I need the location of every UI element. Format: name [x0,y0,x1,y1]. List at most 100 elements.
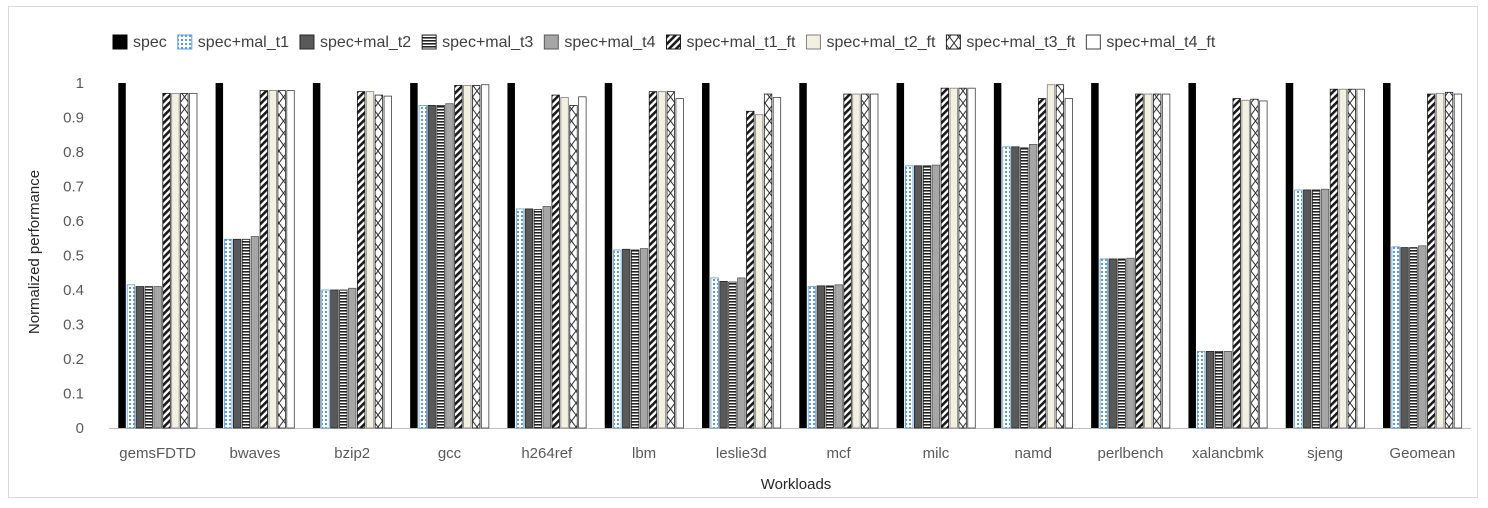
bar-spec+mal_t4-h264ref [542,206,551,429]
bar-spec+mal_t3-perlbench [1117,258,1126,429]
bar-spec+mal_t4_ft-namd [1064,98,1073,429]
x-tick-label: sjeng [1307,445,1343,462]
bar-spec+mal_t2-gemsFDTD [135,286,144,429]
x-tick-label: h264ref [521,445,573,462]
bar-spec+mal_t4-mcf [834,284,843,429]
bar-spec+mal_t3-bzip2 [339,289,348,429]
bar-spec-mcf [799,83,807,428]
bar-spec+mal_t3_ft-gemsFDTD [180,92,189,429]
bar-spec+mal_t4_ft-gemsFDTD [189,92,198,429]
y-axis: 0 0.1 0.2 0.3 0.4 0.5 0.6 0.7 0.8 0.9 1 [63,75,1471,437]
bar-spec+mal_t1_ft-milc [940,87,949,429]
bar-spec+mal_t2-perlbench [1108,258,1117,429]
x-tick-label: milc [923,445,950,462]
bar-spec-milc [896,83,905,428]
bar-spec+mal_t1_ft-bzip2 [356,91,366,429]
bar-spec-gemsFDTD [118,83,126,428]
x-tick-label: bwaves [229,445,280,462]
bar-spec+mal_t2_ft-lbm [657,91,667,429]
bar-spec+mal_t3-bwaves [241,238,251,429]
bar-spec+mal_t2_ft-leslie3d [755,114,764,429]
bar-spec+mal_t2_ft-h264ref [560,97,569,429]
bar-spec-bzip2 [312,83,321,428]
bar-spec+mal_t3_ft-milc [958,87,967,429]
bar-spec+mal_t4-lbm [639,248,649,429]
bar-spec+mal_t3-mcf [825,285,834,429]
bar-spec+mal_t1_ft-lbm [648,91,658,429]
bar-spec+mal_t3_ft-leslie3d [763,93,773,429]
y-tick-label: 0.3 [63,317,84,334]
bar-spec+mal_t3-milc [922,165,932,429]
bar-spec+mal_t2-bzip2 [330,289,339,429]
bar-spec+mal_t2-leslie3d [719,280,728,429]
bar-spec+mal_t4-Geomean [1418,245,1427,429]
bar-spec-bwaves [215,83,224,428]
x-tick-label: namd [1014,445,1052,462]
bar-chart: spec spec+mal_t1 spec+mal_t2 spec+mal_t3 spe… [26,34,1471,493]
bar-spec+mal_t3_ft-perlbench [1153,93,1162,429]
bars [118,83,1463,429]
bar-spec+mal_t4_ft-Geomean [1453,93,1463,429]
bar-spec+mal_t1_ft-bwaves [259,90,268,429]
bar-spec+mal_t1_ft-xalancbmk [1232,98,1241,429]
bar-spec+mal_t4_ft-xalancbmk [1259,100,1268,429]
bar-spec+mal_t3-lbm [631,249,640,429]
chart-frame: spec spec+mal_t1 spec+mal_t2 spec+mal_t3 spe… [8,6,1478,498]
y-tick-label: 0.7 [63,179,84,196]
legend-swatch-spec [112,34,128,50]
legend-swatch-spec+mal_t3_ft [945,34,961,50]
bar-spec+mal_t1_ft-gemsFDTD [162,92,171,429]
bar-spec+mal_t1-perlbench [1099,258,1108,429]
bar-spec+mal_t4_ft-gcc [480,84,490,429]
bar-spec+mal_t3_ft-xalancbmk [1250,98,1259,429]
bar-spec+mal_t1-gcc [418,105,427,429]
bar-spec+mal_t1_ft-leslie3d [746,110,755,429]
bar-spec+mal_t2-lbm [622,248,631,429]
bar-spec+mal_t3-xalancbmk [1214,351,1224,429]
y-tick-label: 0.9 [63,110,84,127]
bar-spec+mal_t1-mcf [807,286,817,429]
bar-spec+mal_t3_ft-h264ref [569,105,578,429]
bar-spec-gcc [410,83,418,428]
bar-spec-perlbench [1091,83,1099,428]
bar-spec+mal_t1_ft-Geomean [1427,93,1436,429]
bar-spec+mal_t2-h264ref [524,208,534,429]
bar-spec+mal_t1_ft-gcc [454,85,463,429]
bar-spec+mal_t4_ft-bzip2 [383,95,392,429]
bar-spec+mal_t4-sjeng [1320,188,1330,429]
bar-spec+mal_t4_ft-leslie3d [772,97,782,429]
bar-spec+mal_t2_ft-milc [949,87,958,429]
x-tick-label: mcf [827,445,852,462]
bar-spec-Geomean [1383,83,1391,428]
legend-label: spec+mal_t4_ft [1106,34,1216,51]
x-axis: gemsFDTD bwaves bzip2 gcc h264ref lbm leslie3d… [119,445,1455,462]
x-tick-label: lbm [632,445,656,462]
bar-spec+mal_t3-sjeng [1312,189,1321,429]
legend-swatch-spec+mal_t4 [543,34,559,50]
legend-label: spec+mal_t1 [198,34,289,51]
y-tick-label: 0.5 [63,248,84,265]
bar-spec+mal_t2-bwaves [232,238,242,429]
bar-spec+mal_t4-bzip2 [348,287,357,429]
bar-spec+mal_t2_ft-bwaves [268,90,277,429]
x-tick-label: gemsFDTD [119,445,196,462]
y-tick-label: 0.1 [63,386,84,403]
bar-spec-leslie3d [702,83,710,428]
x-tick-label: leslie3d [716,445,767,462]
legend-label: spec+mal_t1_ft [686,34,796,51]
bar-spec+mal_t2-namd [1011,146,1020,429]
bar-spec+mal_t2_ft-mcf [852,93,861,429]
legend-swatch-spec+mal_t4_ft [1085,34,1101,50]
bar-spec+mal_t1-Geomean [1391,246,1400,429]
bar-spec+mal_t2_ft-namd [1046,84,1056,429]
bar-spec+mal_t4_ft-milc [967,87,976,429]
legend-label: spec+mal_t3 [442,34,533,51]
bar-spec+mal_t2-milc [913,165,923,429]
bar-spec+mal_t4-gcc [445,103,454,429]
bar-spec+mal_t1_ft-namd [1037,98,1047,429]
bar-spec+mal_t2-sjeng [1303,189,1312,429]
bar-spec-h264ref [507,83,515,428]
bar-spec+mal_t4-namd [1029,144,1038,429]
bar-spec+mal_t1-bwaves [224,238,233,429]
legend-swatch-spec+mal_t2 [299,34,315,50]
